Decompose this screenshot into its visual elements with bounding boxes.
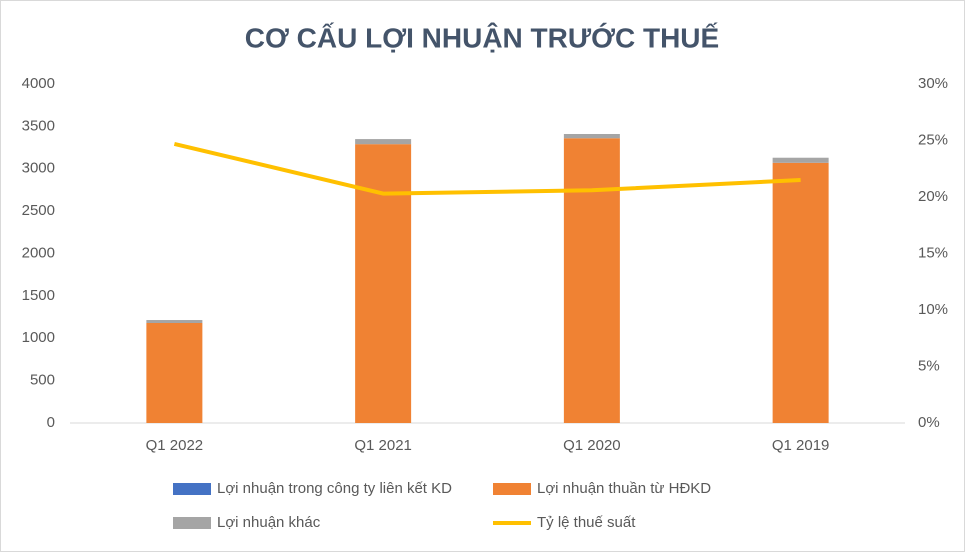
y-tick-label: 1000 (22, 329, 55, 346)
bar (146, 320, 203, 323)
bar (772, 162, 829, 423)
y-tick-label: 0 (47, 414, 55, 431)
bar (355, 144, 412, 424)
chart-title: CƠ CẤU LỢI NHUẬN TRƯỚC THUẾ (245, 22, 719, 53)
x-tick-label: Q1 2021 (354, 437, 412, 454)
legend-swatch (173, 517, 211, 529)
legend-swatch (493, 483, 531, 495)
y-tick-label: 2000 (22, 244, 55, 261)
x-tick-label: Q1 2022 (146, 437, 204, 454)
bar (772, 157, 829, 163)
y2-tick-label: 30% (918, 75, 948, 92)
y2-tick-label: 20% (918, 188, 948, 205)
legend-label: Tỷ lệ thuế suất (537, 514, 636, 531)
x-tick-label: Q1 2020 (563, 437, 621, 454)
bar (355, 139, 412, 145)
legend-label: Lợi nhuận khác (217, 514, 321, 531)
y2-tick-label: 0% (918, 414, 940, 431)
bar (563, 134, 620, 139)
y-tick-label: 4000 (22, 75, 55, 92)
x-tick-label: Q1 2019 (772, 437, 830, 454)
y-tick-label: 500 (30, 372, 55, 389)
bar (563, 138, 620, 424)
y-tick-label: 3500 (22, 117, 55, 134)
legend-swatch (173, 483, 211, 495)
y2-tick-label: 5% (918, 357, 940, 374)
y-tick-label: 1500 (22, 287, 55, 304)
y-tick-label: 2500 (22, 202, 55, 219)
y2-tick-label: 25% (918, 131, 948, 148)
bar (146, 322, 203, 423)
y2-tick-label: 15% (918, 244, 948, 261)
legend-label: Lợi nhuận trong công ty liên kết KD (217, 480, 452, 497)
line (173, 141, 801, 196)
legend-label: Lợi nhuận thuần từ HĐKD (537, 480, 711, 497)
y2-tick-label: 10% (918, 301, 948, 318)
y-tick-label: 3000 (22, 160, 55, 177)
